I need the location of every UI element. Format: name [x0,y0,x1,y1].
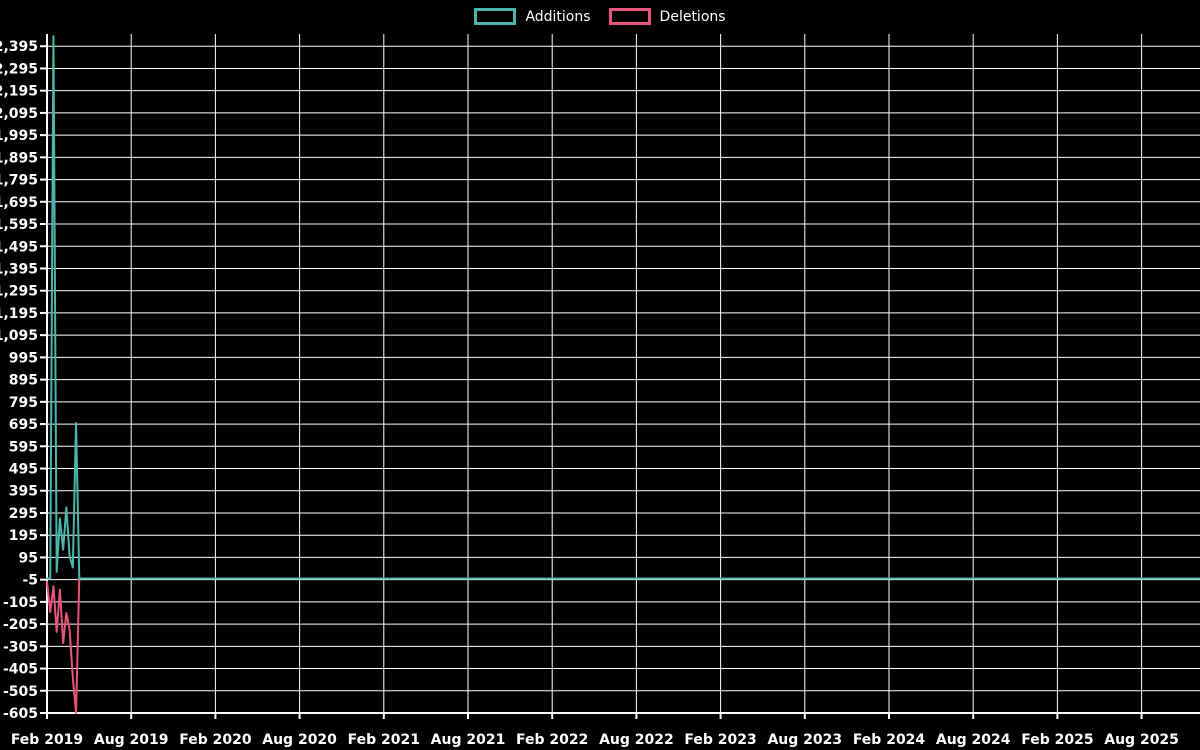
chart-legend: Additions Deletions [0,8,1200,25]
y-tick-label: -105 [3,595,38,611]
x-tick-label: Feb 2025 [1021,732,1093,748]
y-tick-label: -5 [22,573,38,589]
y-tick-label: 495 [9,462,38,478]
y-tick-label: 395 [9,484,38,500]
y-grid-and-labels: 2,395 2,295 2,195 2,095 1,995 1,895 1,795 1,695… [0,39,1200,722]
y-tick-label: 1,795 [0,173,38,189]
y-tick-label: 295 [9,506,38,522]
y-tick-label: 95 [19,550,38,566]
y-tick-label: -305 [3,639,38,655]
y-tick-label: 1,995 [0,128,38,144]
y-tick-label: -405 [3,662,38,678]
y-tick-label: 1,095 [0,328,38,344]
x-tick-label: Feb 2021 [348,732,420,748]
y-tick-label: -505 [3,684,38,700]
y-tick-label: 1,595 [0,217,38,233]
y-tick-label: 695 [9,417,38,433]
y-tick-label: -605 [3,706,38,722]
x-tick-label: Aug 2021 [431,732,506,748]
x-tick-label: Aug 2023 [767,732,842,748]
legend-item-deletions[interactable]: Deletions [608,8,726,25]
x-grid-and-labels: Feb 2019 Aug 2019 Feb 2020 Aug 2020 Feb 2021… [11,34,1179,748]
y-tick-label: 1,695 [0,195,38,211]
y-tick-label: 2,195 [0,84,38,100]
additions-swatch-icon [474,8,517,25]
x-tick-label: Aug 2020 [262,732,337,748]
y-tick-label: 1,495 [0,239,38,255]
deletions-legend-label: Deletions [659,8,726,25]
x-tick-label: Feb 2022 [516,732,588,748]
y-tick-label: 2,395 [0,39,38,55]
y-tick-label: 2,095 [0,106,38,122]
deletions-swatch-icon [608,8,651,25]
y-tick-label: 1,395 [0,261,38,277]
y-tick-label: -205 [3,617,38,633]
y-tick-label: 2,295 [0,61,38,77]
x-tick-label: Feb 2024 [853,732,926,748]
legend-item-additions[interactable]: Additions [474,8,591,25]
x-tick-label: Feb 2020 [179,732,252,748]
x-tick-label: Aug 2019 [94,732,169,748]
y-tick-label: 895 [9,373,38,389]
y-tick-label: 1,295 [0,284,38,300]
x-tick-label: Feb 2019 [11,732,83,748]
additions-line [46,35,1200,580]
additions-legend-label: Additions [525,8,591,25]
x-tick-label: Feb 2023 [684,732,756,748]
x-tick-label: Aug 2024 [936,732,1011,748]
y-tick-label: 1,895 [0,150,38,166]
y-tick-label: 195 [9,528,38,544]
y-tick-label: 1,195 [0,306,38,322]
y-tick-label: 995 [9,350,38,366]
x-tick-label: Aug 2022 [599,732,674,748]
deletions-line [46,577,1200,714]
x-tick-label: Aug 2025 [1104,732,1179,748]
y-tick-label: 795 [9,395,38,411]
y-tick-label: 595 [9,439,38,455]
